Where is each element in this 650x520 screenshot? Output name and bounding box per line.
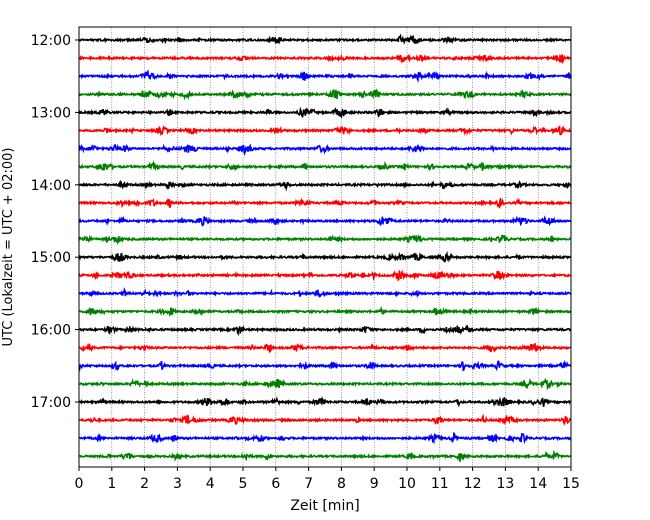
trace-1615 [78,342,572,354]
x-tick-label: 11 [431,476,449,492]
x-axis-title: Zeit [min] [290,498,359,514]
trace-1345 [78,160,572,172]
x-tick-label: 14 [529,476,547,492]
trace-1545 [78,305,572,318]
y-tick-label: 17:00 [31,395,71,411]
plot-background [79,27,571,467]
trace-1445 [78,233,572,246]
trace-1315 [78,125,572,137]
trace-1630 [78,359,572,372]
x-tick-label: 3 [173,476,182,492]
x-axis-ticks: 0 1 2 3 4 5 6 7 8 9 10 11 12 13 14 15 [75,467,580,492]
trace-1215 [78,53,572,65]
x-tick-label: 15 [562,476,580,492]
y-tick-label: 12:00 [31,33,71,49]
x-tick-label: 1 [107,476,116,492]
x-tick-label: 7 [304,476,313,492]
x-tick-label: 12 [464,476,482,492]
plot-frame [78,26,572,468]
trace-1415 [78,197,572,210]
trace-1530 [78,286,572,299]
trace-1515 [78,269,572,282]
x-tick-label: 0 [75,476,84,492]
trace-1730 [78,431,572,445]
trace-1700 [78,396,572,408]
trace-1500 [78,250,572,263]
x-tick-label: 2 [140,476,149,492]
x-tick-label: 10 [398,476,416,492]
trace-1200 [78,33,572,46]
trace-1300 [78,106,572,120]
x-tick-label: 9 [370,476,379,492]
y-tick-label: 15:00 [31,250,71,266]
y-axis-ticks: 12:00 13:00 14:00 15:00 16:00 17:00 [31,33,79,411]
vertical-grid [111,27,539,467]
trace-1715 [78,413,572,427]
trace-group [78,33,572,463]
y-tick-label: 14:00 [31,178,71,194]
trace-1400 [78,179,572,192]
trace-1600 [78,324,572,337]
y-axis-title: UTC (Lokalzeit = UTC + 02:00) [1,148,16,347]
x-tick-label: 13 [496,476,514,492]
x-tick-label: 5 [239,476,248,492]
y-tick-label: 13:00 [31,105,71,121]
trace-1245 [78,88,572,101]
x-tick-label: 8 [337,476,346,492]
x-tick-label: 6 [271,476,280,492]
trace-1430 [78,215,572,227]
trace-1745 [78,449,572,463]
trace-1330 [78,143,572,157]
trace-1230 [78,69,572,83]
trace-1645 [78,377,572,391]
x-tick-label: 4 [206,476,215,492]
y-tick-label: 16:00 [31,323,71,339]
